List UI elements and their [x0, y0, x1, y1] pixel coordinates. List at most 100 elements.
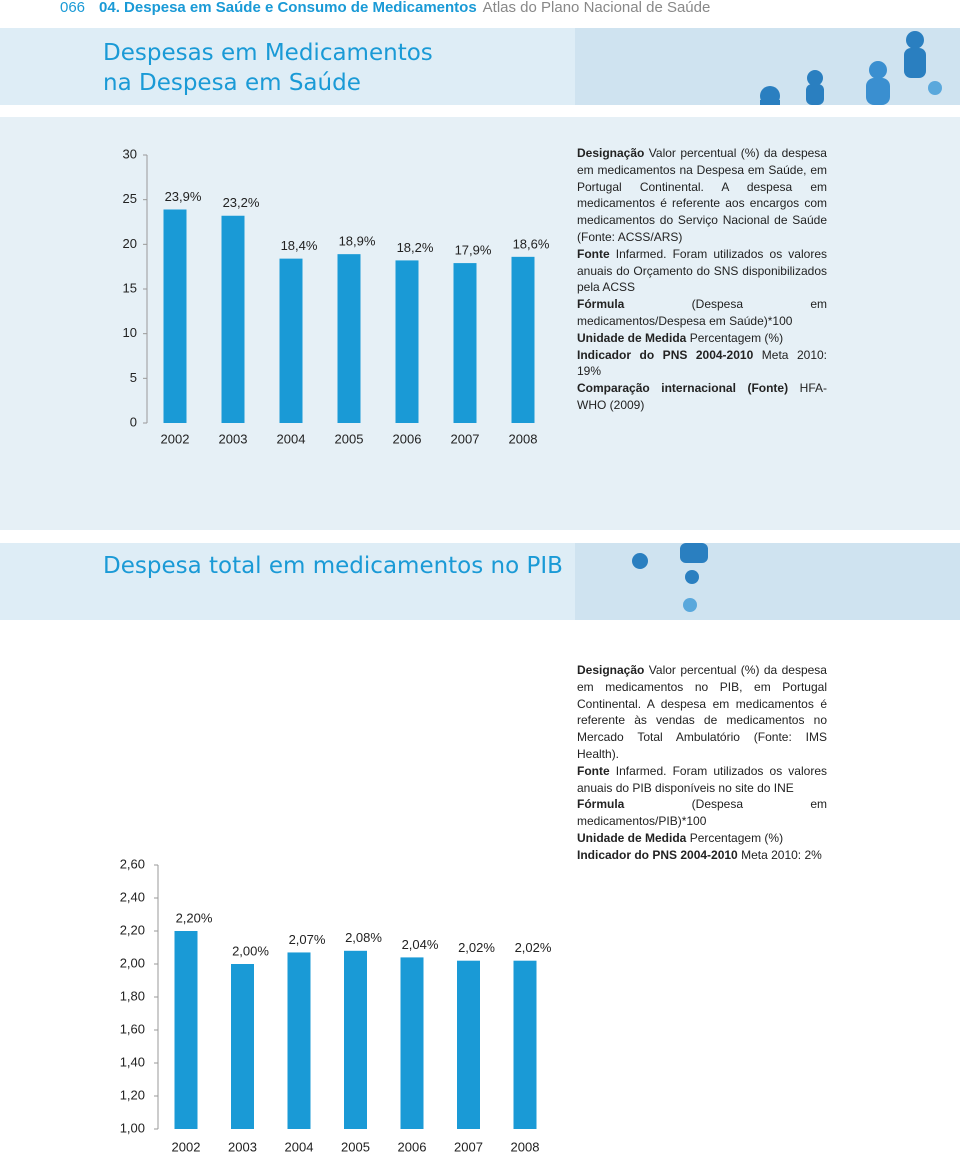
item-label: Fonte: [577, 763, 610, 778]
bar: [511, 256, 535, 423]
section-band: Despesas em Medicamentos na Despesa em Sa…: [0, 28, 960, 105]
description-item: Fórmula (Despesa em medicamentos/Despesa…: [577, 296, 827, 330]
x-tick-label: 2003: [228, 1139, 257, 1154]
x-tick-label: 2006: [393, 431, 422, 446]
x-tick-label: 2005: [341, 1139, 370, 1154]
description-item: Indicador do PNS 2004-2010 Meta 2010: 19…: [577, 347, 827, 381]
section-title: Despesas em Medicamentos na Despesa em Sa…: [103, 38, 433, 98]
bar: [453, 263, 477, 423]
description-item: Fórmula (Despesa em medicamentos/PIB)*10…: [577, 796, 827, 830]
chapter: 04. Despesa em Saúde e Consumo de Medica…: [99, 0, 477, 16]
bar: [395, 260, 419, 423]
data-label: 2,04%: [402, 937, 439, 952]
item-text: Meta 2010: 19%: [577, 347, 827, 379]
book-title: Atlas do Plano Nacional de Saúde: [482, 0, 711, 16]
y-tick-label: 1,20: [120, 1087, 145, 1102]
data-label: 2,07%: [289, 932, 326, 947]
data-label: 23,9%: [165, 189, 202, 204]
x-tick-label: 2007: [454, 1139, 483, 1154]
indicator-description: Designação Valor percentual (%) da despe…: [577, 662, 827, 864]
data-label: 2,08%: [345, 930, 382, 945]
bar: [279, 258, 303, 423]
data-label: 18,6%: [513, 236, 550, 251]
title-line: na Despesa em Saúde: [103, 70, 361, 96]
x-tick-label: 2005: [335, 431, 364, 446]
bar: [231, 964, 254, 1129]
y-tick-label: 1,40: [120, 1054, 145, 1069]
x-tick-label: 2008: [511, 1139, 540, 1154]
item-text: Valor percentual (%) da despesa em medic…: [577, 663, 827, 761]
y-tick-label: 15: [123, 280, 137, 295]
description-item: Comparação internacional (Fonte) HFA-WHO…: [577, 380, 827, 414]
bar: [163, 209, 187, 423]
x-tick-label: 2002: [172, 1139, 201, 1154]
running-header: 066 04. Despesa em Saúde e Consumo de Med…: [60, 0, 710, 16]
description-item: Designação Valor percentual (%) da despe…: [577, 145, 827, 246]
description-item: Indicador do PNS 2004-2010 Meta 2010: 2%: [577, 847, 827, 864]
description-item: Unidade de Medida Percentagem (%): [577, 830, 827, 847]
data-label: 18,9%: [339, 234, 376, 249]
x-tick-label: 2007: [451, 431, 480, 446]
bar: [400, 957, 424, 1129]
data-label: 2,02%: [458, 940, 495, 955]
description-item: Designação Valor percentual (%) da despe…: [577, 662, 827, 763]
y-tick-label: 0: [130, 414, 137, 429]
bar: [337, 254, 361, 423]
y-tick-label: 1,80: [120, 988, 145, 1003]
section-title: Despesa total em medicamentos no PIB: [103, 551, 563, 581]
description-item: Unidade de Medida Percentagem (%): [577, 330, 827, 347]
item-label: Designação: [577, 146, 645, 160]
item-label: Fórmula: [577, 297, 625, 312]
item-label: Fonte: [577, 246, 610, 261]
item-text: Percentagem (%): [689, 330, 784, 345]
item-label: Fórmula: [577, 797, 625, 812]
item-text: Infarmed. Foram utilizados os valores an…: [577, 763, 827, 795]
item-text: (Despesa em medicamentos/PIB)*100: [577, 797, 827, 829]
chart-panel: [0, 117, 960, 530]
data-label: 2,00%: [232, 943, 269, 958]
item-text: Meta 2010: 2%: [741, 847, 822, 862]
description-item: Fonte Infarmed. Foram utilizados os valo…: [577, 763, 827, 797]
data-label: 18,4%: [281, 238, 318, 253]
y-tick-label: 2,40: [120, 889, 145, 904]
item-label: Unidade de Medida: [577, 330, 687, 345]
page-number: 066: [60, 0, 86, 16]
indicator-description: Designação Valor percentual (%) da despe…: [577, 145, 827, 414]
y-tick-label: 1,00: [120, 1120, 145, 1135]
x-tick-label: 2004: [285, 1139, 314, 1154]
item-text: Valor percentual (%) da despesa em medic…: [577, 146, 827, 244]
bar: [457, 960, 480, 1129]
item-label: Indicador do PNS 2004-2010: [577, 347, 754, 362]
bar: [513, 960, 537, 1129]
y-tick-label: 5: [130, 370, 137, 385]
item-label: Designação: [577, 663, 645, 677]
bar: [221, 215, 245, 423]
item-text: (Despesa em medicamentos/Despesa em Saúd…: [577, 297, 827, 328]
item-label: Comparação internacional (Fonte): [577, 381, 789, 396]
data-label: 2,02%: [515, 940, 552, 955]
x-tick-label: 2008: [509, 431, 538, 446]
y-tick-label: 1,60: [120, 1021, 145, 1036]
bar: [344, 950, 367, 1129]
y-tick-label: 25: [123, 191, 137, 206]
item-label: Unidade de Medida: [577, 830, 687, 845]
y-tick-label: 10: [123, 325, 137, 340]
x-tick-label: 2002: [161, 431, 190, 446]
title-line: Despesas em Medicamentos: [103, 40, 433, 66]
y-tick-label: 2,00: [120, 955, 145, 970]
y-tick-label: 30: [123, 146, 137, 161]
y-tick-label: 20: [123, 236, 137, 251]
item-text: HFA-WHO (2009): [577, 381, 827, 412]
y-tick-label: 2,20: [120, 922, 145, 937]
decor: [575, 28, 960, 105]
x-tick-label: 2004: [277, 431, 306, 446]
section-band: Despesa total em medicamentos no PIB: [0, 543, 960, 620]
item-text: Percentagem (%): [689, 830, 784, 845]
data-label: 17,9%: [455, 243, 492, 258]
decor: [575, 543, 960, 620]
y-tick-label: 2,60: [120, 856, 145, 871]
bar: [174, 931, 198, 1129]
bar: [287, 952, 311, 1129]
